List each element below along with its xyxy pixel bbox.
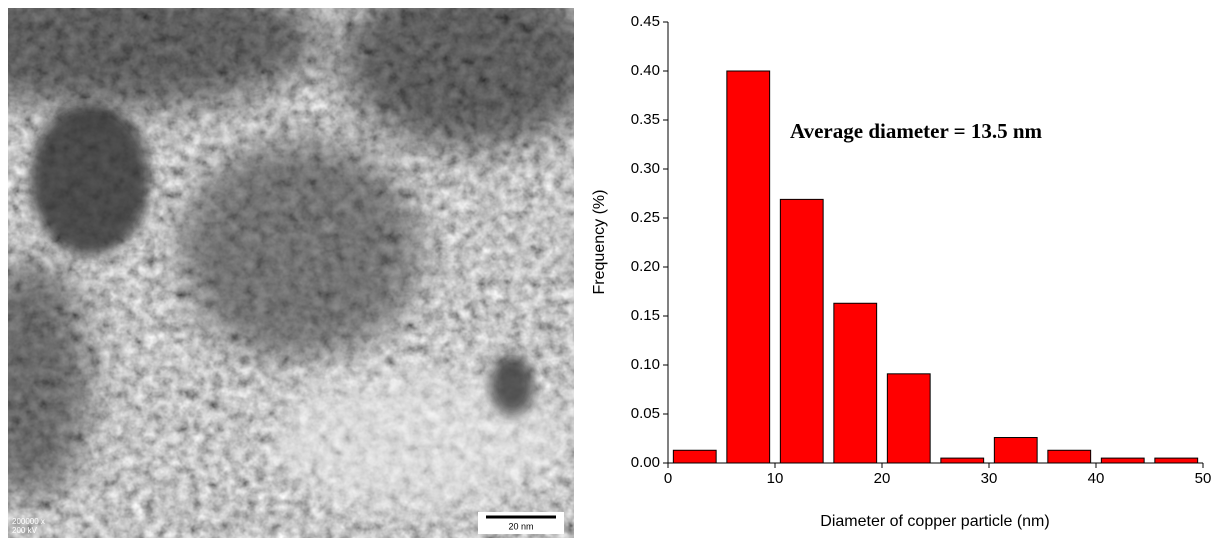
y-tick-label: 0.20 bbox=[631, 258, 660, 275]
magnification: 200000 x bbox=[12, 517, 45, 526]
bar bbox=[1047, 449, 1092, 464]
x-tick-label: 50 bbox=[1195, 470, 1212, 487]
x-tick-label: 40 bbox=[1088, 470, 1105, 487]
bar bbox=[726, 70, 771, 464]
x-tick-label: 10 bbox=[767, 470, 784, 487]
scale-bar-label: 20 nm bbox=[508, 521, 533, 531]
x-axis-label: Diameter of copper particle (nm) bbox=[820, 513, 1049, 530]
y-tick-label: 0.15 bbox=[631, 307, 660, 324]
y-tick-label: 0.00 bbox=[631, 454, 660, 471]
bar bbox=[993, 437, 1038, 464]
bar bbox=[1100, 457, 1145, 464]
x-tick-label: 20 bbox=[874, 470, 891, 487]
y-tick-label: 0.35 bbox=[631, 111, 660, 128]
y-tick-label: 0.30 bbox=[631, 160, 660, 177]
y-tick-label: 0.25 bbox=[631, 209, 660, 226]
y-tick-label: 0.45 bbox=[631, 13, 660, 30]
bar bbox=[886, 373, 931, 464]
bar bbox=[672, 449, 717, 464]
y-tick-label: 0.40 bbox=[631, 62, 660, 79]
bar bbox=[940, 457, 985, 464]
y-tick-label: 0.10 bbox=[631, 356, 660, 373]
bar bbox=[833, 302, 878, 464]
tem-image: 20 nm 200000 x 200 kV bbox=[8, 8, 574, 538]
x-tick-label: 0 bbox=[664, 470, 672, 487]
voltage: 200 kV bbox=[12, 526, 38, 535]
bar bbox=[779, 198, 824, 464]
y-axis-label: Frequency (%) bbox=[591, 190, 608, 295]
bar bbox=[1154, 457, 1199, 464]
x-tick-label: 30 bbox=[981, 470, 998, 487]
y-tick-label: 0.05 bbox=[631, 405, 660, 422]
annotation: Average diameter = 13.5 nm bbox=[790, 119, 1043, 143]
